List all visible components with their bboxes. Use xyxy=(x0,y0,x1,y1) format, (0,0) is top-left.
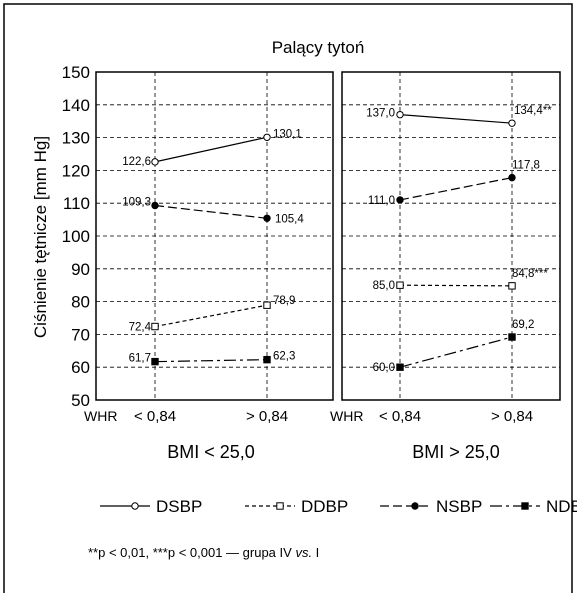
data-point xyxy=(508,333,516,341)
panel-2: WHR < 0,84 > 0,84 BMI > 25,0 137,0 134,4** 111… xyxy=(330,71,561,462)
series-line xyxy=(154,136,268,163)
data-point xyxy=(263,301,271,309)
y-tick-label: 50 xyxy=(71,391,90,410)
series-line xyxy=(154,204,268,219)
legend-item-ddbp: DDBP xyxy=(245,497,348,516)
data-point xyxy=(396,196,404,204)
data-label: 137,0 xyxy=(366,108,395,120)
legend-item-nsbp: NSBP xyxy=(380,497,482,516)
legend-marker xyxy=(411,502,419,510)
legend: DSBP DDBP NSBP NDBP xyxy=(100,497,577,516)
series-line xyxy=(399,114,513,124)
y-tick-label: 110 xyxy=(63,194,90,213)
data-point xyxy=(508,282,516,290)
series-dsbp: 122,6 130,1 xyxy=(122,128,302,168)
x-tick-label: > 0,84 xyxy=(246,408,288,425)
data-label: 60,0 xyxy=(373,362,395,374)
legend-item-ndbp: NDBP xyxy=(490,497,577,516)
data-label: 134,4** xyxy=(514,105,552,117)
series-ndbp: 61,7 62,3 xyxy=(129,351,295,366)
series-ddbp: 72,4 78,9 xyxy=(129,295,296,333)
data-label: 72,4 xyxy=(129,322,152,334)
data-label: 130,1 xyxy=(273,128,302,140)
whr-label: WHR xyxy=(84,408,117,424)
series-line xyxy=(399,177,513,201)
data-point xyxy=(151,158,159,166)
y-axis-title: Ciśnienie tętnicze [mm Hg] xyxy=(31,136,50,338)
legend-marker xyxy=(276,502,284,510)
x-tick-label: > 0,84 xyxy=(491,408,533,425)
data-point xyxy=(151,322,159,331)
panel-1: WHR < 0,84 > 0,84 BMI < 25,0 122,6 130,1 109,3… xyxy=(84,71,334,462)
data-point xyxy=(396,110,404,119)
data-label: 85,0 xyxy=(373,280,395,292)
data-point xyxy=(263,214,271,222)
series-line xyxy=(154,304,268,328)
series-line xyxy=(154,359,268,363)
series-nsbp: 111,0 117,8 xyxy=(368,160,540,207)
y-tick-label: 60 xyxy=(71,358,90,377)
legend-label: NSBP xyxy=(436,497,482,516)
data-label: 109,3 xyxy=(122,196,151,208)
data-point xyxy=(151,201,159,210)
data-label: 62,3 xyxy=(273,351,295,363)
chart-title: Palący tytoń xyxy=(272,38,365,57)
legend-label: DDBP xyxy=(301,497,348,516)
series-ndbp: 60,0 69,2 xyxy=(373,319,535,374)
chart-panels: WHR < 0,84 > 0,84 BMI < 25,0 122,6 130,1 109,3… xyxy=(84,71,561,462)
data-label: 69,2 xyxy=(512,319,534,331)
data-label: 84,8*** xyxy=(512,268,548,280)
y-tick-label: 130 xyxy=(62,129,90,148)
series-line xyxy=(399,284,513,287)
legend-label: DSBP xyxy=(156,497,202,516)
figure-border xyxy=(3,3,573,593)
y-tick-label: 150 xyxy=(62,63,90,82)
data-point xyxy=(263,133,271,141)
y-tick-label: 90 xyxy=(71,260,90,279)
data-label: 78,9 xyxy=(273,295,295,307)
x-tick-label: < 0,84 xyxy=(379,408,421,425)
group-label: BMI < 25,0 xyxy=(167,442,255,462)
legend-item-dsbp: DSBP xyxy=(100,497,202,516)
data-label: 61,7 xyxy=(129,353,151,365)
legend-label: NDBP xyxy=(546,497,577,516)
y-tick-label: 80 xyxy=(71,293,90,312)
series-line xyxy=(399,336,513,368)
group-label: BMI > 25,0 xyxy=(412,442,500,462)
y-tick-label: 120 xyxy=(62,161,90,180)
x-tick-label: < 0,84 xyxy=(134,408,176,425)
legend-marker xyxy=(521,502,529,510)
data-label: 111,0 xyxy=(368,195,395,207)
y-tick-label: 70 xyxy=(71,325,90,344)
footnote: **p < 0,01, ***p < 0,001 — grupa IV vs. … xyxy=(88,545,319,560)
y-tick-labels: 150 140 130 120 110 100 90 80 70 60 50 xyxy=(62,63,90,410)
data-label: 117,8 xyxy=(512,160,540,172)
data-point xyxy=(396,363,404,371)
y-tick-label: 140 xyxy=(62,96,90,115)
data-point xyxy=(396,281,404,289)
data-point xyxy=(508,119,516,127)
series-dsbp: 137,0 134,4** xyxy=(366,105,552,127)
whr-label: WHR xyxy=(330,408,363,424)
data-label: 122,6 xyxy=(122,156,151,168)
series-nsbp: 109,3 105,4 xyxy=(122,196,304,225)
data-point xyxy=(508,173,516,182)
data-label: 105,4 xyxy=(275,213,304,225)
data-point xyxy=(151,357,159,366)
data-point xyxy=(263,355,271,364)
y-tick-label: 100 xyxy=(62,227,90,246)
series-ddbp: 85,0 84,8*** xyxy=(373,268,549,292)
legend-marker xyxy=(131,502,139,510)
